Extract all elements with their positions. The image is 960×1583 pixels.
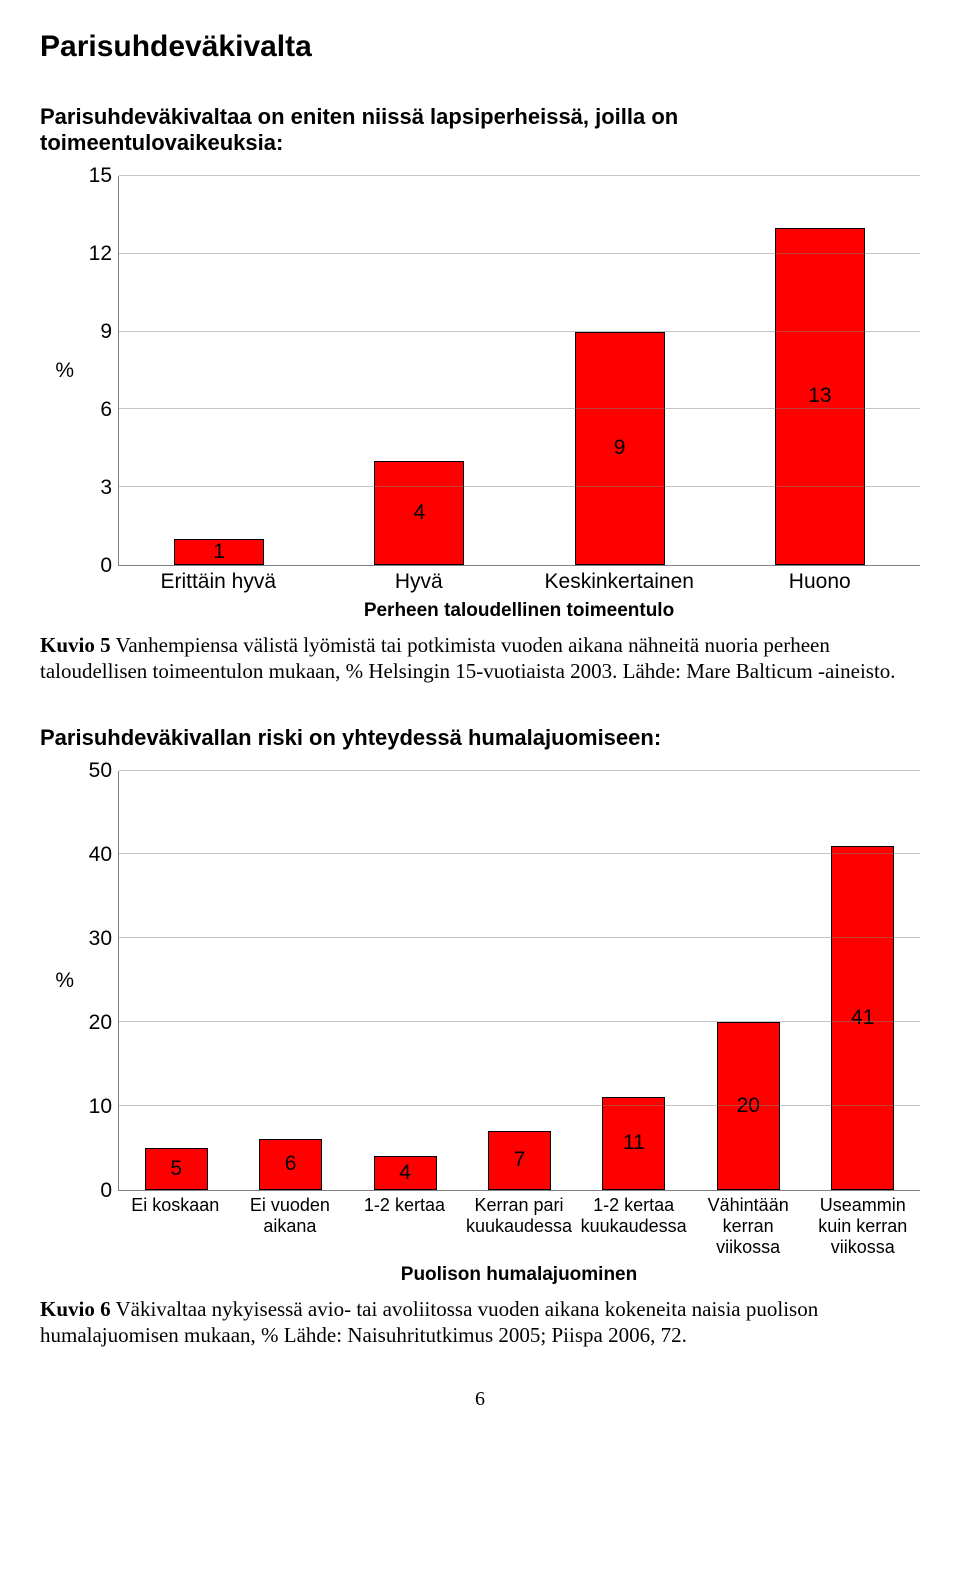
y-tick: 9 (100, 320, 112, 344)
y-tick: 3 (100, 476, 112, 500)
bar-slot: 13 (720, 176, 920, 565)
x-label: Useammin kuin kerran viikossa (805, 1191, 920, 1258)
y-tick: 12 (89, 242, 112, 266)
bar-slot: 4 (348, 771, 462, 1190)
y-tick: 20 (89, 1011, 112, 1035)
bar-slot: 5 (119, 771, 233, 1190)
chart2-heading: Parisuhdeväkivallan riski on yhteydessä … (40, 725, 920, 751)
bar-slot: 11 (577, 771, 691, 1190)
x-label: 1-2 kertaa (347, 1191, 462, 1258)
bar-slot: 9 (520, 176, 720, 565)
y-tick: 6 (100, 398, 112, 422)
chart1-caption: Kuvio 5 Vanhempiensa välistä lyömistä ta… (40, 632, 920, 685)
chart2-caption: Kuvio 6 Väkivaltaa nykyisessä avio- tai … (40, 1296, 920, 1349)
chart2-y-ticks: 01020304050 (80, 771, 118, 1191)
y-tick: 50 (89, 759, 112, 783)
chart2-y-label: % (40, 771, 80, 1191)
page-number: 6 (40, 1388, 920, 1411)
chart1-y-ticks: 03691215 (80, 176, 118, 566)
x-label: Huono (720, 566, 921, 594)
bar-value: 5 (170, 1157, 182, 1181)
bar-value: 41 (851, 1006, 874, 1030)
chart2-section: Parisuhdeväkivallan riski on yhteydessä … (40, 725, 920, 1349)
bar-value: 4 (414, 501, 426, 525)
bar-value: 11 (623, 1131, 645, 1155)
bar-value: 1 (213, 540, 225, 564)
chart2: % 01020304050 5647112041 Ei koskaanEi vu… (40, 771, 920, 1286)
bar-value: 13 (808, 384, 831, 408)
x-label: Vähintään kerran viikossa (691, 1191, 806, 1258)
x-label: Hyvä (319, 566, 520, 594)
bar-value: 20 (737, 1094, 760, 1118)
y-tick: 0 (100, 1179, 112, 1203)
bar-value: 9 (614, 436, 626, 460)
x-label: 1-2 kertaa kuukaudessa (576, 1191, 691, 1258)
y-tick: 15 (89, 164, 112, 188)
chart1-x-labels: Erittäin hyväHyväKeskinkertainenHuono (118, 566, 920, 594)
bar-slot: 41 (806, 771, 920, 1190)
x-label: Keskinkertainen (519, 566, 720, 594)
y-tick: 40 (89, 843, 112, 867)
x-label: Kerran pari kuukaudessa (462, 1191, 577, 1258)
chart1: % 03691215 14913 Erittäin hyväHyväKeskin… (40, 176, 920, 622)
bar-value: 7 (514, 1148, 526, 1172)
x-label: Erittäin hyvä (118, 566, 319, 594)
chart1-section: Parisuhdeväkivaltaa on eniten niissä lap… (40, 104, 920, 685)
chart1-heading: Parisuhdeväkivaltaa on eniten niissä lap… (40, 104, 920, 156)
chart1-y-label: % (40, 176, 80, 566)
y-tick: 30 (89, 927, 112, 951)
chart1-x-axis-title: Perheen taloudellinen toimeentulo (118, 600, 920, 622)
chart2-x-axis-title: Puolison humalajuominen (118, 1264, 920, 1286)
page-title: Parisuhdeväkivalta (40, 30, 920, 64)
bar-slot: 20 (691, 771, 805, 1190)
bar-slot: 1 (119, 176, 319, 565)
y-tick: 0 (100, 554, 112, 578)
bar-value: 6 (285, 1152, 297, 1176)
bar-slot: 6 (233, 771, 347, 1190)
bar-slot: 7 (462, 771, 576, 1190)
bar-slot: 4 (319, 176, 519, 565)
chart1-plot: 1 4 9 13 (118, 176, 920, 566)
chart2-x-labels: Ei koskaanEi vuoden aikana1-2 kertaaKerr… (118, 1191, 920, 1258)
chart2-plot: 5 6 4 7 11 20 41 (118, 771, 920, 1191)
y-tick: 10 (89, 1095, 112, 1119)
bar-value: 4 (399, 1161, 411, 1185)
x-label: Ei vuoden aikana (233, 1191, 348, 1258)
x-label: Ei koskaan (118, 1191, 233, 1258)
